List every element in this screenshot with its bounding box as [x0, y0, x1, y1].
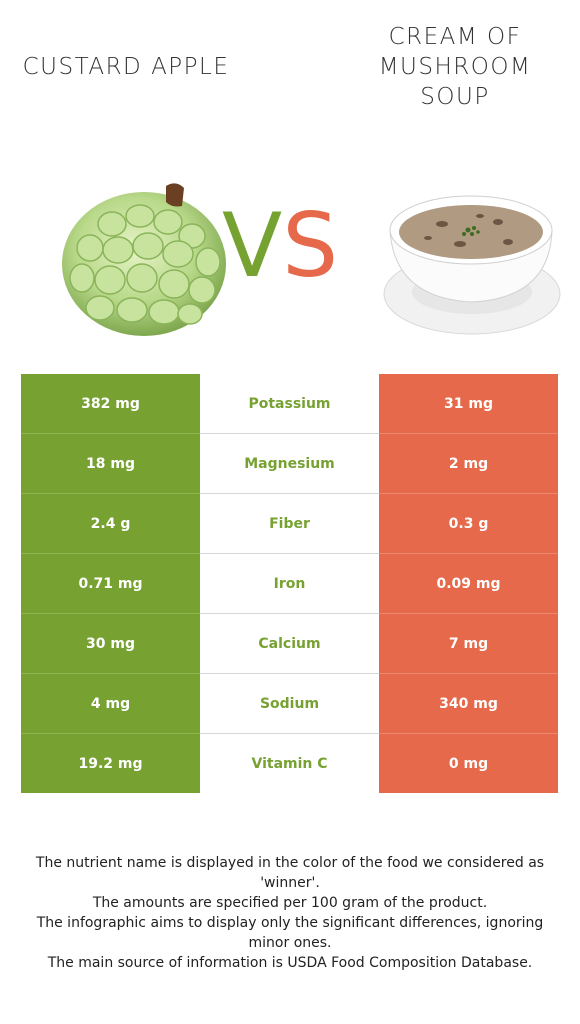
nutrient-name: Potassium — [200, 374, 379, 434]
vs-s: S — [282, 194, 339, 297]
table-row: 382 mg Potassium 31 mg — [21, 374, 558, 434]
footnotes: The nutrient name is displayed in the co… — [20, 853, 560, 973]
nutrient-name: Vitamin C — [200, 733, 379, 793]
custard-apple-image — [62, 183, 226, 336]
vs-label: VS — [222, 198, 338, 294]
table-row: 2.4 g Fiber 0.3 g — [21, 493, 558, 554]
left-value: 18 mg — [21, 433, 200, 494]
right-value: 0.3 g — [379, 493, 558, 554]
table-row: 19.2 mg Vitamin C 0 mg — [21, 733, 558, 793]
right-value: 2 mg — [379, 433, 558, 494]
left-value: 19.2 mg — [21, 733, 200, 793]
left-value: 30 mg — [21, 613, 200, 674]
vs-v: V — [222, 194, 283, 297]
nutrient-name: Iron — [200, 553, 379, 614]
right-value: 31 mg — [379, 374, 558, 434]
nutrient-name: Calcium — [200, 613, 379, 674]
left-value: 2.4 g — [21, 493, 200, 554]
nutrient-comparison-table: 382 mg Potassium 31 mg 18 mg Magnesium 2… — [21, 374, 558, 793]
right-value: 7 mg — [379, 613, 558, 674]
left-value: 0.71 mg — [21, 553, 200, 614]
nutrient-name: Sodium — [200, 673, 379, 734]
left-value: 4 mg — [21, 673, 200, 734]
footnote: The nutrient name is displayed in the co… — [35, 855, 545, 891]
right-value: 340 mg — [379, 673, 558, 734]
food-title-right: CREAM OF MUSHROOM SOUP — [378, 24, 532, 110]
left-value: 382 mg — [21, 374, 200, 434]
footnote: The main source of information is USDA F… — [47, 955, 533, 971]
table-row: 0.71 mg Iron 0.09 mg — [21, 553, 558, 614]
table-row: 4 mg Sodium 340 mg — [21, 673, 558, 734]
nutrient-name: Fiber — [200, 493, 379, 554]
right-value: 0 mg — [379, 733, 558, 793]
right-value: 0.09 mg — [379, 553, 558, 614]
nutrient-name: Magnesium — [200, 433, 379, 494]
table-row: 30 mg Calcium 7 mg — [21, 613, 558, 674]
mushroom-soup-image — [383, 195, 561, 335]
footnote: The infographic aims to display only the… — [36, 915, 544, 951]
footnote: The amounts are specified per 100 gram o… — [92, 895, 488, 911]
food-title-left: CUSTARD APPLE — [22, 54, 230, 80]
table-row: 18 mg Magnesium 2 mg — [21, 433, 558, 494]
